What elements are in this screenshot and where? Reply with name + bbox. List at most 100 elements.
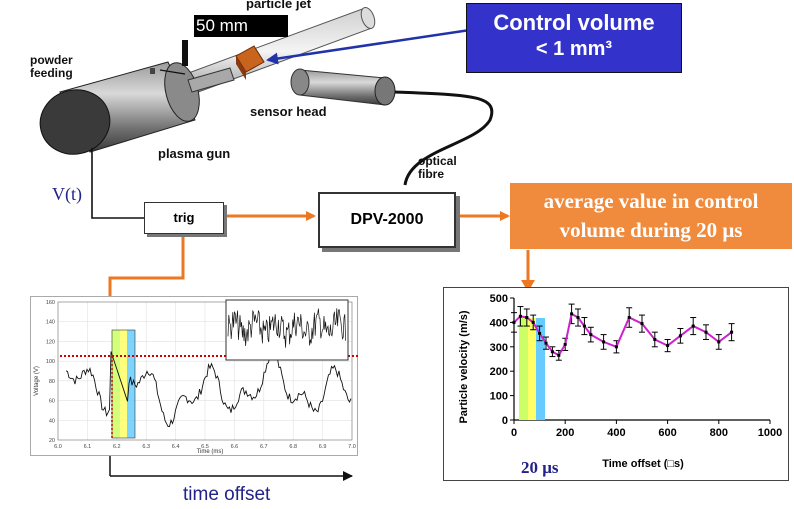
inset-trace bbox=[227, 308, 346, 348]
voltage-xtick-label: 6.4 bbox=[172, 444, 180, 450]
plasma-gun bbox=[39, 61, 235, 155]
velocity-data-point bbox=[666, 344, 670, 348]
velocity-ylabel: Particle velocity (m/s) bbox=[458, 310, 470, 423]
velocity-xtick-label: 200 bbox=[556, 427, 574, 439]
velocity-xtick-label: 1000 bbox=[758, 427, 782, 439]
dpv-label: DPV-2000 bbox=[350, 211, 424, 228]
average-value-line2: volume during 20 μs bbox=[559, 218, 743, 242]
velocity-data-point bbox=[525, 316, 529, 320]
time-offset-label: time offset bbox=[183, 484, 271, 505]
velocity-chart-frame bbox=[443, 287, 789, 481]
velocity-ytick-label: 500 bbox=[490, 293, 508, 305]
velocity-data-point bbox=[717, 340, 721, 344]
velocity-ytick-label: 400 bbox=[490, 317, 508, 329]
voltage-ytick-label: 100 bbox=[46, 359, 55, 365]
velocity-data-point bbox=[531, 320, 535, 324]
optical-fibre-label: optical fibre bbox=[418, 154, 457, 181]
control-volume-line2: < 1 mm³ bbox=[535, 38, 613, 60]
velocity-data-point bbox=[576, 316, 580, 320]
velocity-xtick-label: 400 bbox=[607, 427, 625, 439]
voltage-plot-area bbox=[57, 301, 353, 441]
voltage-ytick-label: 40 bbox=[49, 418, 55, 424]
vt-wire bbox=[91, 148, 144, 219]
velocity-data-point bbox=[544, 341, 548, 345]
velocity-series-line bbox=[513, 312, 733, 357]
voltage-xtick-label: 6.6 bbox=[231, 444, 239, 450]
scale-bar-label: 50 mm bbox=[196, 16, 248, 35]
velocity-data-point bbox=[691, 324, 695, 328]
velocity-data-point bbox=[678, 334, 682, 338]
velocity-chart: 0 100 200 300 400 500 0 200 400 600 800 1000 Parti… bbox=[458, 293, 782, 470]
sensor-head bbox=[290, 68, 396, 106]
velocity-data-point bbox=[582, 324, 586, 328]
voltage-ytick-label: 120 bbox=[46, 339, 55, 345]
voltage-xtick-label: 6.9 bbox=[319, 444, 327, 450]
voltage-xtick-label: 6.2 bbox=[113, 444, 121, 450]
velocity-xlabel: Time offset (□s) bbox=[602, 458, 684, 470]
average-value-box: average value in control volume during 2… bbox=[510, 183, 792, 249]
velocity-xtick-label: 800 bbox=[710, 427, 728, 439]
plasma-gun-label: plasma gun bbox=[158, 146, 231, 161]
optical-fibre-cable bbox=[394, 90, 494, 186]
voltage-ytick-label: 60 bbox=[49, 399, 55, 405]
velocity-data-point bbox=[653, 337, 657, 341]
particle-jet-label: particle jet bbox=[246, 0, 312, 11]
voltage-chart: 160 140 120 100 80 60 40 20 6.0 6.1 6.2 6.3 6.4 6.5 6… bbox=[34, 299, 358, 455]
velocity-xtick-label: 0 bbox=[511, 427, 517, 439]
velocity-ytick-label: 100 bbox=[490, 391, 508, 403]
voltage-ytick-label: 20 bbox=[49, 438, 55, 444]
velocity-ytick-label: 200 bbox=[490, 366, 508, 378]
velocity-data-point bbox=[614, 345, 618, 349]
voltage-xtick-label: 7.0 bbox=[348, 444, 356, 450]
sensor-head-label: sensor head bbox=[250, 104, 327, 119]
voltage-trace bbox=[65, 351, 352, 427]
voltage-xtick-label: 6.8 bbox=[289, 444, 297, 450]
average-value-line1: average value in control bbox=[543, 189, 759, 213]
window-bar-blue bbox=[127, 330, 135, 438]
average-to-chart-arrowhead bbox=[521, 280, 535, 292]
trig-label: trig bbox=[173, 210, 195, 225]
voltage-xtick-label: 6.5 bbox=[201, 444, 209, 450]
voltage-ytick-label: 160 bbox=[46, 300, 55, 306]
vt-label: V(t) bbox=[52, 184, 82, 204]
velocity-data-point bbox=[570, 312, 574, 316]
velocity-data-point bbox=[563, 342, 567, 346]
velocity-data-point bbox=[557, 353, 561, 357]
pv-window-bar-yellow bbox=[528, 318, 536, 420]
velocity-data-point bbox=[538, 331, 542, 335]
trig-box: trig bbox=[144, 202, 224, 234]
control-volume-line1: Control volume bbox=[493, 10, 655, 35]
control-volume-box: Control volume < 1 mm³ bbox=[466, 3, 682, 73]
velocity-data-point bbox=[730, 330, 734, 334]
velocity-ytick-label: 0 bbox=[502, 415, 508, 427]
velocity-data-point bbox=[589, 333, 593, 337]
dpv-box: DPV-2000 bbox=[318, 192, 456, 248]
voltage-xtick-label: 6.1 bbox=[84, 444, 92, 450]
window-bar-yellow bbox=[120, 330, 127, 438]
velocity-data-point bbox=[704, 330, 708, 334]
voltage-xtick-label: 6.0 bbox=[54, 444, 62, 450]
voltage-ytick-label: 140 bbox=[46, 320, 55, 326]
velocity-xtick-label: 600 bbox=[658, 427, 676, 439]
velocity-ytick-label: 300 bbox=[490, 342, 508, 354]
voltage-ylabel: Voltage (V) bbox=[34, 366, 40, 396]
voltage-xtick-label: 6.7 bbox=[260, 444, 268, 450]
voltage-xtick-label: 6.3 bbox=[142, 444, 150, 450]
window-bar-green bbox=[112, 330, 120, 438]
inset-frame bbox=[225, 299, 349, 361]
scale-bar bbox=[194, 15, 288, 37]
pv-window-bar-green bbox=[519, 318, 528, 420]
velocity-data-point bbox=[550, 350, 554, 354]
powder-leader bbox=[159, 69, 186, 75]
velocity-data-point bbox=[602, 340, 606, 344]
control-volume-arrow bbox=[266, 28, 471, 65]
voltage-ytick-label: 80 bbox=[49, 379, 55, 385]
velocity-data-point bbox=[640, 322, 644, 326]
pv-window-bar-blue bbox=[536, 318, 545, 420]
voltage-xlabel: Time (ms) bbox=[197, 449, 224, 455]
powder-feeding-label: powder feeding bbox=[30, 53, 73, 80]
velocity-data-point bbox=[518, 314, 522, 318]
velocity-data-point bbox=[627, 316, 631, 320]
twenty-us-label: 20 μs bbox=[521, 458, 559, 477]
powder-feed-nozzle bbox=[182, 40, 188, 66]
